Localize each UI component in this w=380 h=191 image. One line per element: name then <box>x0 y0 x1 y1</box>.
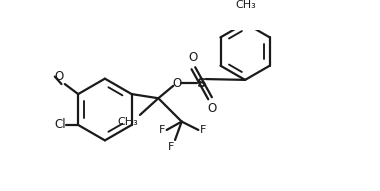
Text: O: O <box>189 51 198 64</box>
Text: CH₃: CH₃ <box>117 117 138 127</box>
Text: CH₃: CH₃ <box>236 0 256 10</box>
Text: O: O <box>54 70 63 83</box>
Text: O: O <box>172 77 181 90</box>
Text: Cl: Cl <box>54 118 66 131</box>
Text: F: F <box>158 125 165 135</box>
Text: F: F <box>168 142 174 152</box>
Text: S: S <box>197 77 206 90</box>
Text: O: O <box>207 102 216 115</box>
Text: F: F <box>200 125 206 135</box>
